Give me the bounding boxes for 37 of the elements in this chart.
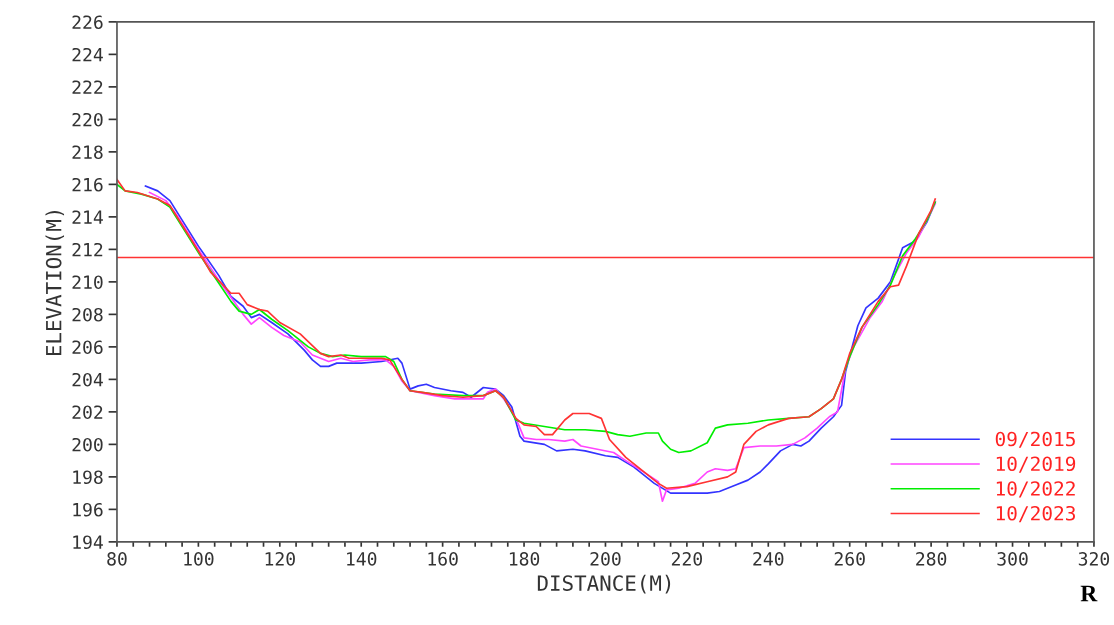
x-tick-label: 280 <box>916 552 947 566</box>
y-tick-label: 208 <box>72 307 103 322</box>
y-tick-label: 206 <box>72 340 103 355</box>
x-tick-label: 300 <box>997 552 1028 566</box>
legend-label: 10/2023 <box>996 505 1075 523</box>
y-tick-label: 196 <box>73 502 103 517</box>
x-tick-label: 180 <box>509 552 540 566</box>
y-tick-label: 218 <box>72 145 103 160</box>
x-tick-label: 260 <box>834 552 865 566</box>
x-tick-label: 220 <box>671 552 703 566</box>
legend-label: 10/2022 <box>996 481 1075 498</box>
y-tick-label: 214 <box>72 210 103 224</box>
y-tick-label: 198 <box>73 470 103 485</box>
y-tick-label: 222 <box>72 80 103 94</box>
y-tick-label: 202 <box>72 405 103 420</box>
y-tick-label: 194 <box>73 535 103 550</box>
x-tick-label: 320 <box>1078 552 1110 566</box>
x-tick-label: 160 <box>428 552 458 566</box>
y-tick-label: 210 <box>72 275 103 290</box>
y-tick-label: 220 <box>72 112 103 127</box>
legend-label: 10/2019 <box>996 456 1076 473</box>
y-tick-label: 226 <box>72 15 103 30</box>
y-tick-label: 200 <box>72 437 103 452</box>
y-tick-label: 216 <box>72 177 103 192</box>
x-tick-label: 200 <box>590 552 621 566</box>
y-axis-title: ELEVATION(M) <box>45 210 65 356</box>
x-axis-title: DISTANCE(M) <box>537 574 671 594</box>
x-tick-label: 100 <box>184 552 214 566</box>
x-tick-label: 140 <box>347 552 377 566</box>
x-tick-label: 80 <box>107 552 127 566</box>
legend-label: 09/2015 <box>995 431 1075 448</box>
x-tick-label: 240 <box>753 552 784 566</box>
y-tick-label: 212 <box>72 242 103 257</box>
y-tick-label: 224 <box>72 47 103 62</box>
text: R <box>1080 585 1098 602</box>
y-tick-label: 204 <box>72 372 103 387</box>
x-tick-label: 120 <box>265 552 295 566</box>
